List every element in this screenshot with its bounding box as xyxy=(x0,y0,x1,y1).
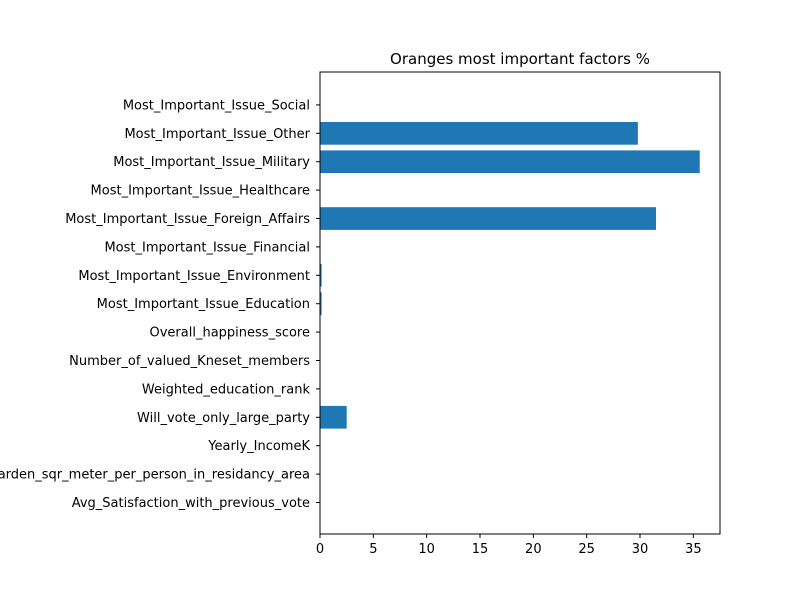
x-tick-label: 15 xyxy=(472,542,489,557)
bar-most-important-issue-education xyxy=(320,292,322,316)
y-tick-label: Yearly_IncomeK xyxy=(207,439,310,454)
x-tick-label: 10 xyxy=(418,542,435,557)
chart-title: Oranges most important factors % xyxy=(390,50,650,68)
y-tick-label: Most_Important_Issue_Military xyxy=(113,155,310,170)
y-tick-label: Number_of_valued_Kneset_members xyxy=(69,354,310,369)
y-tick-label: Most_Important_Issue_Healthcare xyxy=(91,184,310,199)
y-axis-ticks: Avg_Satisfaction_with_previous_vote Garde… xyxy=(0,98,320,511)
y-tick-label: Most_Important_Issue_Social xyxy=(123,98,310,113)
y-tick-label: Most_Important_Issue_Other xyxy=(124,127,310,142)
x-tick-label: 5 xyxy=(369,542,377,557)
y-tick-label: Most_Important_Issue_Education xyxy=(97,297,310,312)
y-tick-label: Most_Important_Issue_Financial xyxy=(104,240,310,255)
x-tick-label: 0 xyxy=(316,542,324,557)
y-tick-label: Will_vote_only_large_party xyxy=(137,411,310,426)
bar-most-important-issue-military xyxy=(320,150,700,174)
x-axis-ticks: 0 5 10 15 20 25 30 35 xyxy=(316,534,702,557)
y-tick-label: Most_Important_Issue_Foreign_Affairs xyxy=(65,212,310,227)
bar-most-important-issue-other xyxy=(320,122,638,145)
bars-group xyxy=(320,122,700,429)
y-tick-label: Most_Important_Issue_Environment xyxy=(78,269,310,284)
x-tick-label: 25 xyxy=(578,542,595,557)
y-tick-label: Avg_Satisfaction_with_previous_vote xyxy=(72,496,310,511)
y-tick-label: Overall_happiness_score xyxy=(150,326,311,341)
bar-most-important-issue-environment xyxy=(320,263,322,287)
y-tick-label: Weighted_education_rank xyxy=(142,382,311,397)
x-tick-label: 30 xyxy=(632,542,649,557)
x-tick-label: 35 xyxy=(685,542,702,557)
bar-will-vote-only-large-party xyxy=(320,405,347,429)
bar-most-important-issue-foreign-affairs xyxy=(320,207,656,230)
x-tick-label: 20 xyxy=(525,542,542,557)
axes-frame xyxy=(319,71,721,535)
y-tick-label: Garden_sqr_meter_per_person_in_residancy… xyxy=(0,468,310,483)
